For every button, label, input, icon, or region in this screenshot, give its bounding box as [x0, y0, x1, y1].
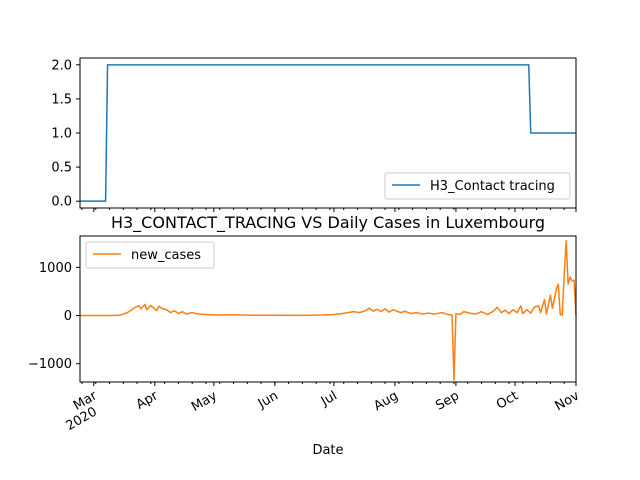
top-legend-box: [384, 172, 571, 200]
y-tick-label: 0.0: [51, 195, 72, 210]
y-tick-label: 2.0: [51, 58, 72, 73]
bottom-legend-label: new_cases: [131, 248, 201, 263]
x-tick-label: Aug: [371, 388, 400, 414]
x-tick-label: Nov: [553, 388, 583, 414]
top-y-axis: 0.0 0.5 1.0 1.5 2.0: [51, 58, 80, 210]
x-axis-label: Date: [312, 443, 343, 458]
series-line-0: [80, 240, 577, 381]
top-axes-frame: [79, 57, 577, 209]
y-tick-label: −1000: [28, 357, 72, 372]
top-x-axis: [81, 208, 577, 212]
top-legend: H3_Contact tracing: [384, 172, 571, 200]
y-tick-label: 0.5: [51, 161, 72, 176]
bottom-y-axis: 1000 0 −1000: [28, 261, 80, 372]
top-panel: 0.0 0.5 1.0 1.5 2.0 H3_Contact tracing: [51, 57, 577, 212]
x-tick-label: Oct: [494, 388, 521, 412]
y-tick-label: 1.0: [51, 127, 72, 142]
chart-title: H3_CONTACT_TRACING VS Daily Cases in Lux…: [111, 213, 545, 233]
top-series-layer: [80, 64, 576, 202]
x-tick-label: Apr: [134, 388, 162, 413]
bottom-panel: H3_CONTACT_TRACING VS Daily Cases in Lux…: [28, 213, 582, 458]
bottom-legend-box: [85, 241, 215, 269]
x-tick-label: Jun: [255, 388, 281, 412]
bottom-axes-frame: [79, 235, 577, 383]
bottom-legend: new_cases: [85, 241, 215, 269]
top-legend-label: H3_Contact tracing: [430, 179, 555, 194]
x-tick-label: Sep: [433, 388, 462, 413]
series-line-0: [80, 64, 576, 202]
y-tick-label: 1.5: [51, 92, 72, 107]
x-tick-label: May: [189, 388, 220, 415]
y-tick-label: 0: [64, 309, 72, 324]
y-tick-label: 1000: [39, 261, 72, 276]
bottom-series-layer: [80, 240, 577, 381]
x-tick-label: Jul: [318, 388, 340, 409]
